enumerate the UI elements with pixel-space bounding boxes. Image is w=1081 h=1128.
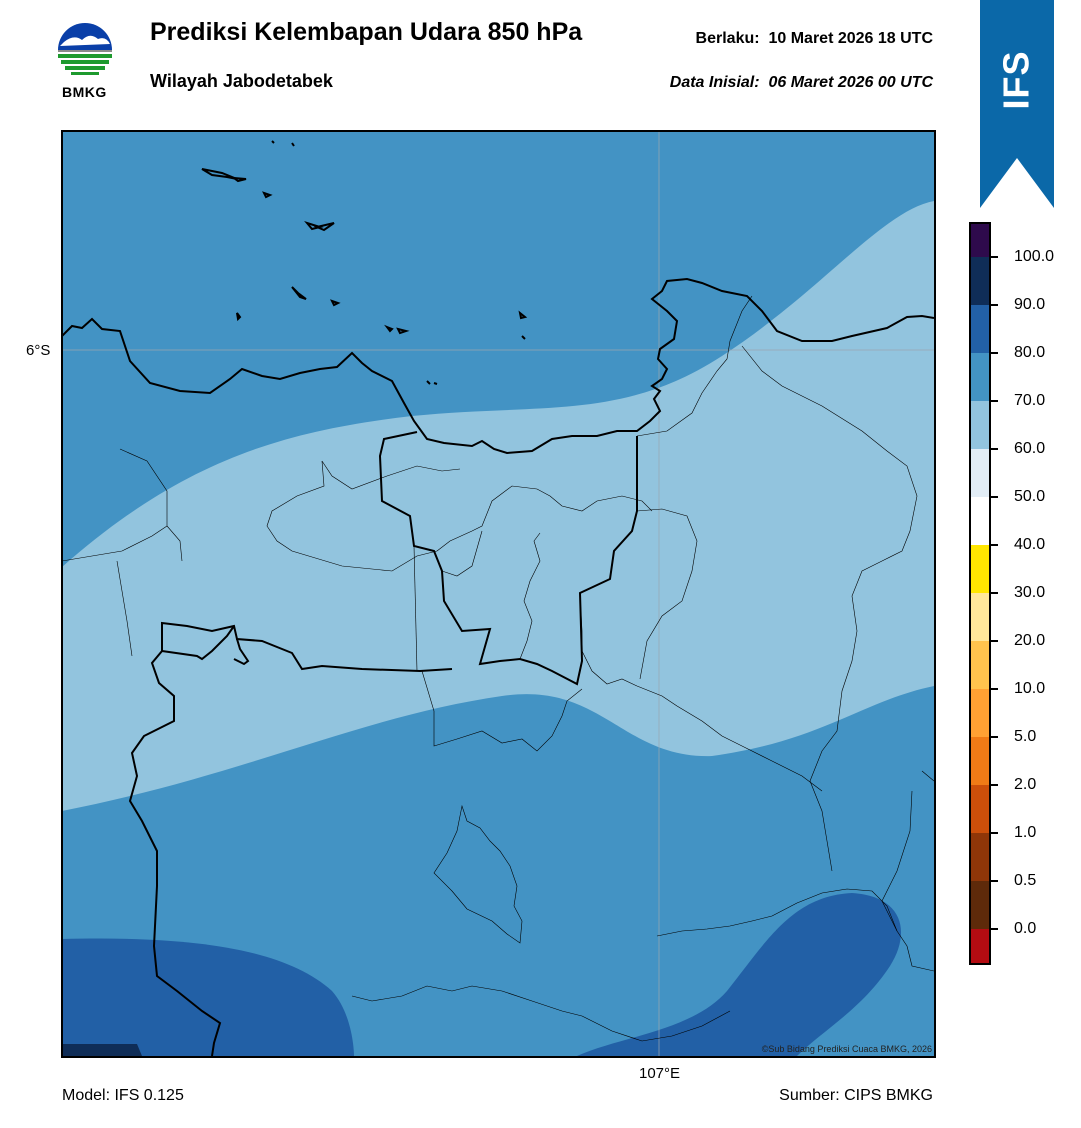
colorbar-tick-label: 0.0 [1014,920,1037,937]
latitude-label: 6°S [26,342,51,359]
colorbar-tick-mark [990,688,998,690]
colorbar-tick-mark [990,400,998,402]
colorbar-tick-mark [990,880,998,882]
valid-value: 10 Maret 2026 18 UTC [768,30,933,47]
colorbar-tick-mark [990,448,998,450]
colorbar [969,222,991,977]
colorbar-swatch [971,449,989,497]
page-title: Prediksi Kelembapan Udara 850 hPa [150,18,583,46]
colorbar-tick-mark [990,352,998,354]
colorbar-swatches [969,222,991,977]
source-label: Sumber: CIPS BMKG [779,1087,933,1104]
colorbar-tick-label: 90.0 [1014,296,1046,313]
colorbar-swatch [971,401,989,449]
colorbar-tick-label: 10.0 [1014,680,1046,697]
region-subtitle: Wilayah Jabodetabek [150,71,333,91]
colorbar-tick-label: 30.0 [1014,584,1046,601]
colorbar-swatch [971,305,989,353]
colorbar-tick-label: 20.0 [1014,632,1046,649]
bmkg-logo-icon [58,23,112,75]
colorbar-swatch [971,593,989,641]
colorbar-tick-mark [990,832,998,834]
ifs-ribbon-label: IFS [995,50,1037,110]
colorbar-swatch [971,833,989,881]
longitude-label: 107°E [639,1065,681,1082]
colorbar-tick-mark [990,640,998,642]
colorbar-tick-label: 40.0 [1014,536,1046,553]
colorbar-tick-mark [990,592,998,594]
init-label: Data Inisial: [669,74,760,91]
colorbar-swatch [971,545,989,593]
colorbar-swatch [971,737,989,785]
colorbar-tick-label: 2.0 [1014,776,1037,793]
colorbar-swatch [971,929,989,977]
colorbar-swatch [971,257,989,305]
colorbar-tick-mark [990,544,998,546]
logo-text: BMKG [62,84,107,100]
ifs-ribbon [980,0,1054,208]
colorbar-tick-mark [990,304,998,306]
colorbar-tick-label: 5.0 [1014,728,1037,745]
colorbar-tick-label: 100.0 [1014,248,1055,265]
map-copyright: ©Sub Bidang Prediksi Cuaca BMKG, 2026 [761,1044,932,1054]
map-canvas [61,131,935,1057]
init-value: 06 Maret 2026 00 UTC [768,74,933,91]
colorbar-tick-label: 1.0 [1014,824,1037,841]
colorbar-swatch [971,497,989,545]
colorbar-tick-mark [990,496,998,498]
humidity-map: ©Sub Bidang Prediksi Cuaca BMKG, 2026 [61,131,935,1057]
init-time: Data Inisial: 06 Maret 2026 00 UTC [670,74,933,92]
colorbar-tick-label: 50.0 [1014,488,1046,505]
model-label: Model: IFS 0.125 [62,1087,184,1104]
colorbar-tick-mark [990,736,998,738]
bmkg-logo [52,20,118,84]
colorbar-swatch [971,881,989,929]
colorbar-tick-label: 60.0 [1014,440,1046,457]
colorbar-tick-mark [990,784,998,786]
colorbar-swatch [971,785,989,833]
colorbar-swatch [971,689,989,737]
colorbar-tick-mark [990,256,998,258]
colorbar-swatch [971,224,989,257]
colorbar-swatch [971,641,989,689]
colorbar-tick-label: 0.5 [1014,872,1037,889]
colorbar-tick-mark [990,928,998,930]
colorbar-tick-label: 70.0 [1014,392,1046,409]
colorbar-tick-label: 80.0 [1014,344,1046,361]
valid-label: Berlaku: [695,30,760,47]
map-frame [61,130,936,1058]
colorbar-swatch [971,353,989,401]
valid-time: Berlaku: 10 Maret 2026 18 UTC [696,30,933,48]
